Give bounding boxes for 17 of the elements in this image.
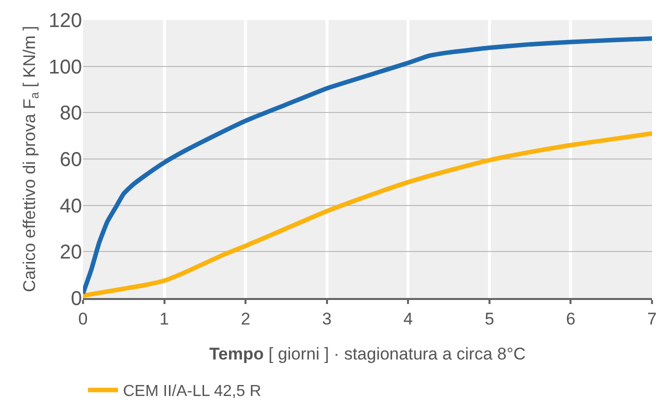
x-tick-label: 3 xyxy=(322,309,332,328)
y-tick-label: 120 xyxy=(48,10,82,32)
line-series xyxy=(83,36,652,296)
x-tick-label: 5 xyxy=(484,309,494,328)
x-tick-label: 7 xyxy=(647,309,657,328)
y-tick-label: 60 xyxy=(60,149,82,171)
x-tick-label: 2 xyxy=(240,309,250,328)
y-tick-label: 40 xyxy=(60,195,82,218)
x-tick-label: 6 xyxy=(566,309,576,328)
legend-label: CEM II/A-LL 42,5 R xyxy=(123,383,262,400)
y-tick-label: 20 xyxy=(60,242,82,264)
x-tick-label: 1 xyxy=(160,309,170,328)
y-tick-label: 80 xyxy=(60,102,82,125)
y-tick-label: 0 xyxy=(70,288,82,310)
x-tick-label: 4 xyxy=(403,309,413,328)
y-tick-label: 100 xyxy=(48,56,82,78)
x-axis-title: Tempo [ giorni ] · stagionatura a circa 8°C xyxy=(209,344,526,364)
